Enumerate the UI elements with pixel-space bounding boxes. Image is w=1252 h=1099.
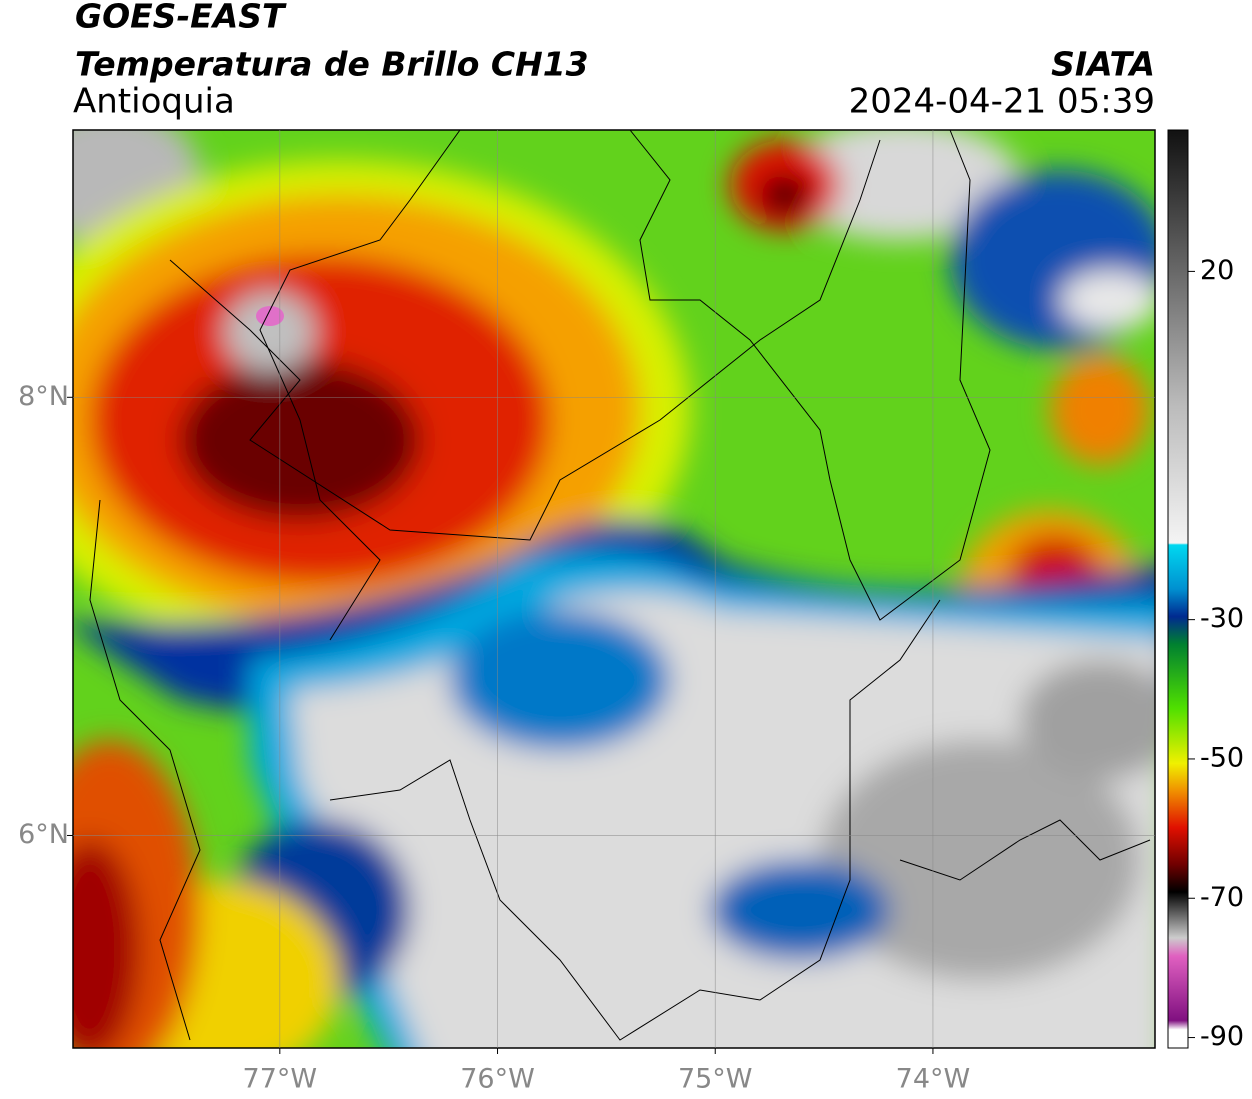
- colorbar: [1167, 129, 1189, 1049]
- region: Antioquia: [73, 82, 235, 122]
- colorbar-label: -30: [1200, 603, 1244, 634]
- map-frame: [72, 129, 1156, 1049]
- title: GOES-EAST: [75, 0, 287, 36]
- colorbar-label: -50: [1200, 742, 1244, 773]
- x-tick-label: 76°W: [460, 1064, 535, 1095]
- y-tick-label: 6°N: [18, 819, 69, 850]
- satellite-image: [73, 130, 1155, 1048]
- datetime: 2024-04-21 05:39: [849, 82, 1155, 122]
- colorbar-label: 20: [1200, 255, 1234, 286]
- colorbar-label: -90: [1200, 1021, 1244, 1052]
- x-tick-label: 77°W: [243, 1064, 318, 1095]
- source: SIATA: [1051, 45, 1155, 84]
- colorbar-label: -70: [1200, 882, 1244, 913]
- x-tick-label: 75°W: [678, 1064, 753, 1095]
- x-tick-label: 74°W: [896, 1064, 971, 1095]
- subtitle: Temperatura de Brillo CH13: [75, 45, 589, 84]
- y-tick-label: 8°N: [18, 381, 69, 412]
